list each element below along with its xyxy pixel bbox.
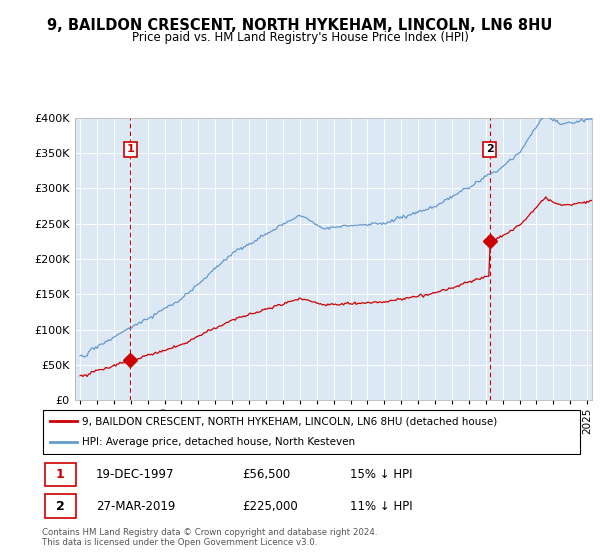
Text: Contains HM Land Registry data © Crown copyright and database right 2024.
This d: Contains HM Land Registry data © Crown c… [42, 528, 377, 547]
Text: 1: 1 [127, 144, 134, 155]
Text: HPI: Average price, detached house, North Kesteven: HPI: Average price, detached house, Nort… [83, 437, 356, 447]
Text: 9, BAILDON CRESCENT, NORTH HYKEHAM, LINCOLN, LN6 8HU: 9, BAILDON CRESCENT, NORTH HYKEHAM, LINC… [47, 18, 553, 33]
Text: 2: 2 [486, 144, 493, 155]
Text: 2: 2 [56, 500, 65, 513]
Text: Price paid vs. HM Land Registry's House Price Index (HPI): Price paid vs. HM Land Registry's House … [131, 31, 469, 44]
Text: 9, BAILDON CRESCENT, NORTH HYKEHAM, LINCOLN, LN6 8HU (detached house): 9, BAILDON CRESCENT, NORTH HYKEHAM, LINC… [83, 416, 498, 426]
Text: 11% ↓ HPI: 11% ↓ HPI [350, 500, 412, 513]
FancyBboxPatch shape [43, 410, 580, 454]
Text: 15% ↓ HPI: 15% ↓ HPI [350, 468, 412, 481]
Text: £225,000: £225,000 [242, 500, 298, 513]
FancyBboxPatch shape [45, 463, 76, 487]
Text: £56,500: £56,500 [242, 468, 290, 481]
FancyBboxPatch shape [45, 494, 76, 518]
Text: 19-DEC-1997: 19-DEC-1997 [96, 468, 175, 481]
Text: 27-MAR-2019: 27-MAR-2019 [96, 500, 175, 513]
Text: 1: 1 [56, 468, 65, 481]
